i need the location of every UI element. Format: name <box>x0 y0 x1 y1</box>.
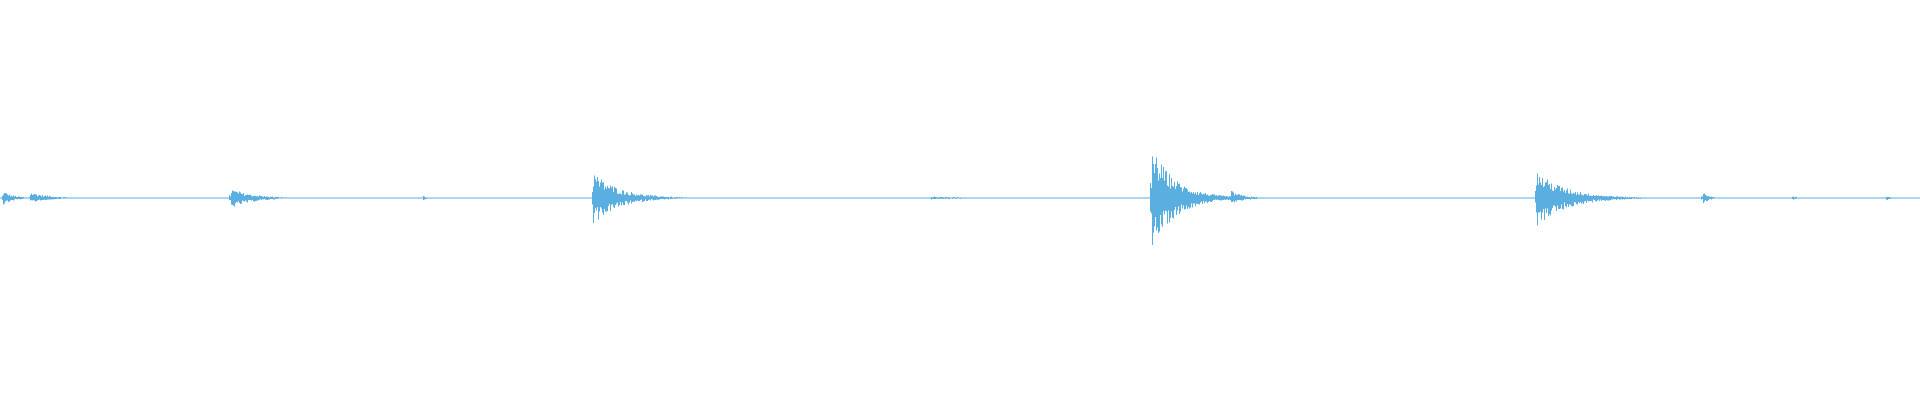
waveform <box>0 156 1920 245</box>
